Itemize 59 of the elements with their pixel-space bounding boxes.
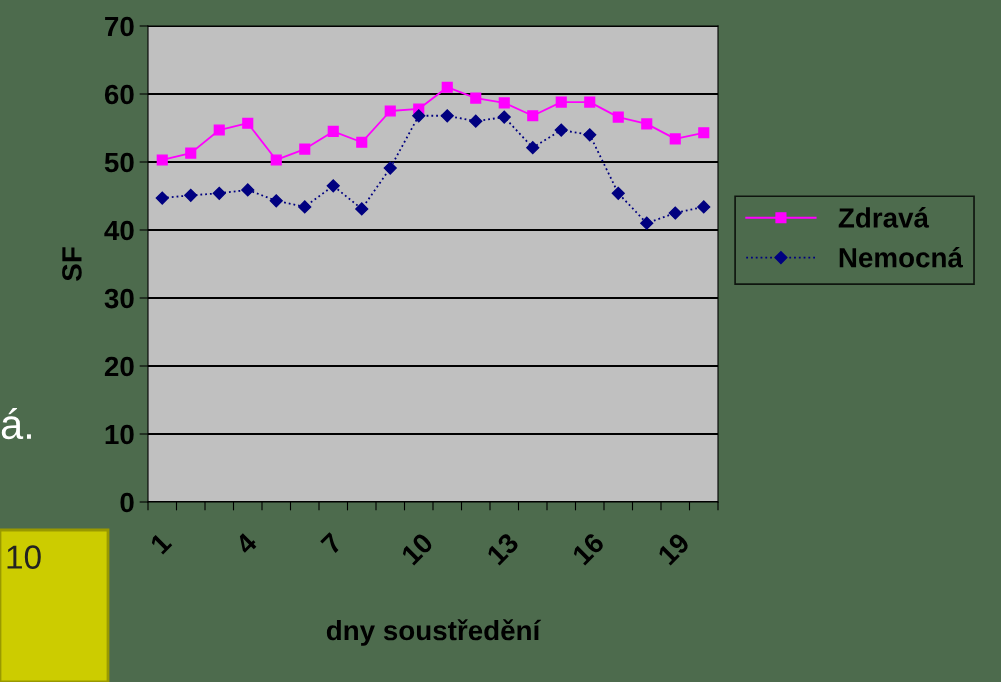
x-tick-label: 13: [485, 531, 520, 566]
point: [697, 200, 711, 214]
point: [213, 124, 225, 136]
point: [669, 133, 681, 145]
point: [156, 154, 168, 166]
point: [640, 216, 654, 230]
point: [527, 110, 539, 122]
point: [584, 96, 596, 108]
point: [270, 154, 282, 166]
x-tick-label: 16: [571, 531, 606, 566]
point: [611, 186, 625, 200]
point: [185, 147, 197, 159]
point: [384, 105, 396, 117]
point: [299, 143, 311, 155]
point: [641, 118, 653, 130]
y-tick-label: 50: [104, 152, 134, 173]
y-tick-label: 30: [104, 288, 134, 309]
point: [583, 128, 597, 142]
y-tick-label: 60: [104, 84, 134, 105]
legend-label: Zdravá: [838, 207, 930, 228]
point: [356, 136, 368, 148]
point: [555, 96, 567, 108]
point: [668, 206, 682, 220]
point: [469, 114, 483, 128]
y-tick-label: 10: [105, 424, 134, 445]
point: [298, 200, 312, 214]
x-tick-label: 7: [320, 532, 343, 555]
point: [242, 117, 254, 129]
y-tick-label: 20: [104, 356, 134, 377]
x-tick-label: 19: [656, 531, 691, 566]
point: [269, 194, 283, 208]
point: [698, 127, 710, 139]
point: [612, 111, 624, 123]
x-tick-label: 10: [400, 531, 435, 566]
point: [241, 183, 255, 197]
y-tick-label: 70: [105, 16, 134, 37]
point: [383, 161, 397, 175]
point: [327, 125, 339, 137]
point: [497, 110, 511, 124]
text: á.: [1, 408, 31, 440]
legend-label: Nemocná: [839, 246, 963, 268]
point: [412, 109, 426, 123]
point: [212, 186, 226, 200]
point: [155, 191, 169, 205]
point: [355, 202, 369, 216]
y-axis-title: SF: [62, 247, 82, 281]
x-axis-title: dny soustředění: [326, 619, 542, 646]
point: [184, 188, 198, 202]
point: [554, 123, 568, 137]
point: [440, 109, 454, 123]
x-tick-label: 1: [149, 531, 173, 555]
x-tick-label: 4: [234, 531, 259, 556]
point: [470, 92, 482, 104]
y-tick-label: 0: [120, 492, 134, 513]
point: [526, 141, 540, 155]
y-tick-label: 40: [104, 220, 134, 241]
point: [441, 81, 453, 93]
point: [498, 97, 510, 109]
point: [326, 179, 340, 193]
